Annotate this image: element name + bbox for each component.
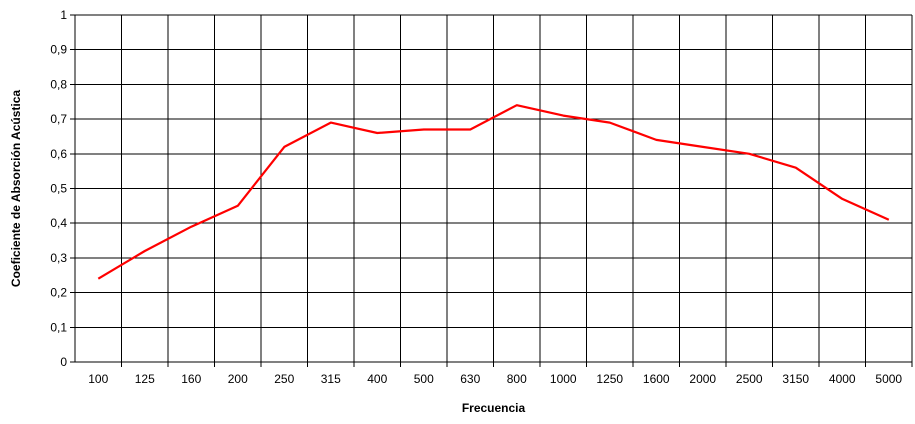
y-tick-label: 0 xyxy=(60,355,67,369)
x-tick-label: 100 xyxy=(88,372,108,386)
series-layer xyxy=(97,104,890,280)
series-line xyxy=(97,104,890,280)
y-tick-label: 0,9 xyxy=(50,43,67,57)
grid xyxy=(75,14,913,362)
y-axis-title: Coeficiente de Absorción Acústica xyxy=(9,90,23,287)
y-tick-label: 0,4 xyxy=(50,216,67,230)
x-tick-label: 160 xyxy=(181,372,201,386)
x-tick-label: 1000 xyxy=(550,372,577,386)
x-tick-label: 250 xyxy=(274,372,294,386)
y-tick-label: 0,5 xyxy=(50,182,67,196)
x-tick-label: 4000 xyxy=(829,372,856,386)
x-tick-label: 125 xyxy=(135,372,155,386)
x-tick-labels: 100 125 160 200 250 315 400 500 630 800 1000 1250 16… xyxy=(88,372,902,386)
axes xyxy=(70,14,913,367)
x-tick-label: 500 xyxy=(414,372,434,386)
y-tick-label: 0,7 xyxy=(50,112,67,126)
y-tick-label: 0,8 xyxy=(50,77,67,91)
x-axis-title: Frecuencia xyxy=(462,401,526,415)
x-tick-label: 200 xyxy=(228,372,248,386)
y-tick-label: 0,2 xyxy=(50,286,67,300)
x-tick-label: 400 xyxy=(367,372,387,386)
x-tick-label: 2000 xyxy=(689,372,716,386)
y-tick-label: 0,3 xyxy=(50,251,67,265)
x-tick-label: 3150 xyxy=(782,372,809,386)
x-tick-label: 5000 xyxy=(875,372,902,386)
x-tick-label: 2500 xyxy=(736,372,763,386)
x-tick-label: 800 xyxy=(507,372,527,386)
y-tick-label: 1 xyxy=(60,8,67,22)
x-tick-label: 1250 xyxy=(596,372,623,386)
y-tick-labels: 0 0,1 0,2 0,3 0,4 0,5 0,6 0,7 0,8 0,9 1 xyxy=(50,8,67,369)
y-tick-label: 0,6 xyxy=(50,147,67,161)
y-tick-label: 0,1 xyxy=(50,320,67,334)
x-tick-label: 315 xyxy=(321,372,341,386)
x-tick-label: 1600 xyxy=(643,372,670,386)
x-tick-label: 630 xyxy=(460,372,480,386)
